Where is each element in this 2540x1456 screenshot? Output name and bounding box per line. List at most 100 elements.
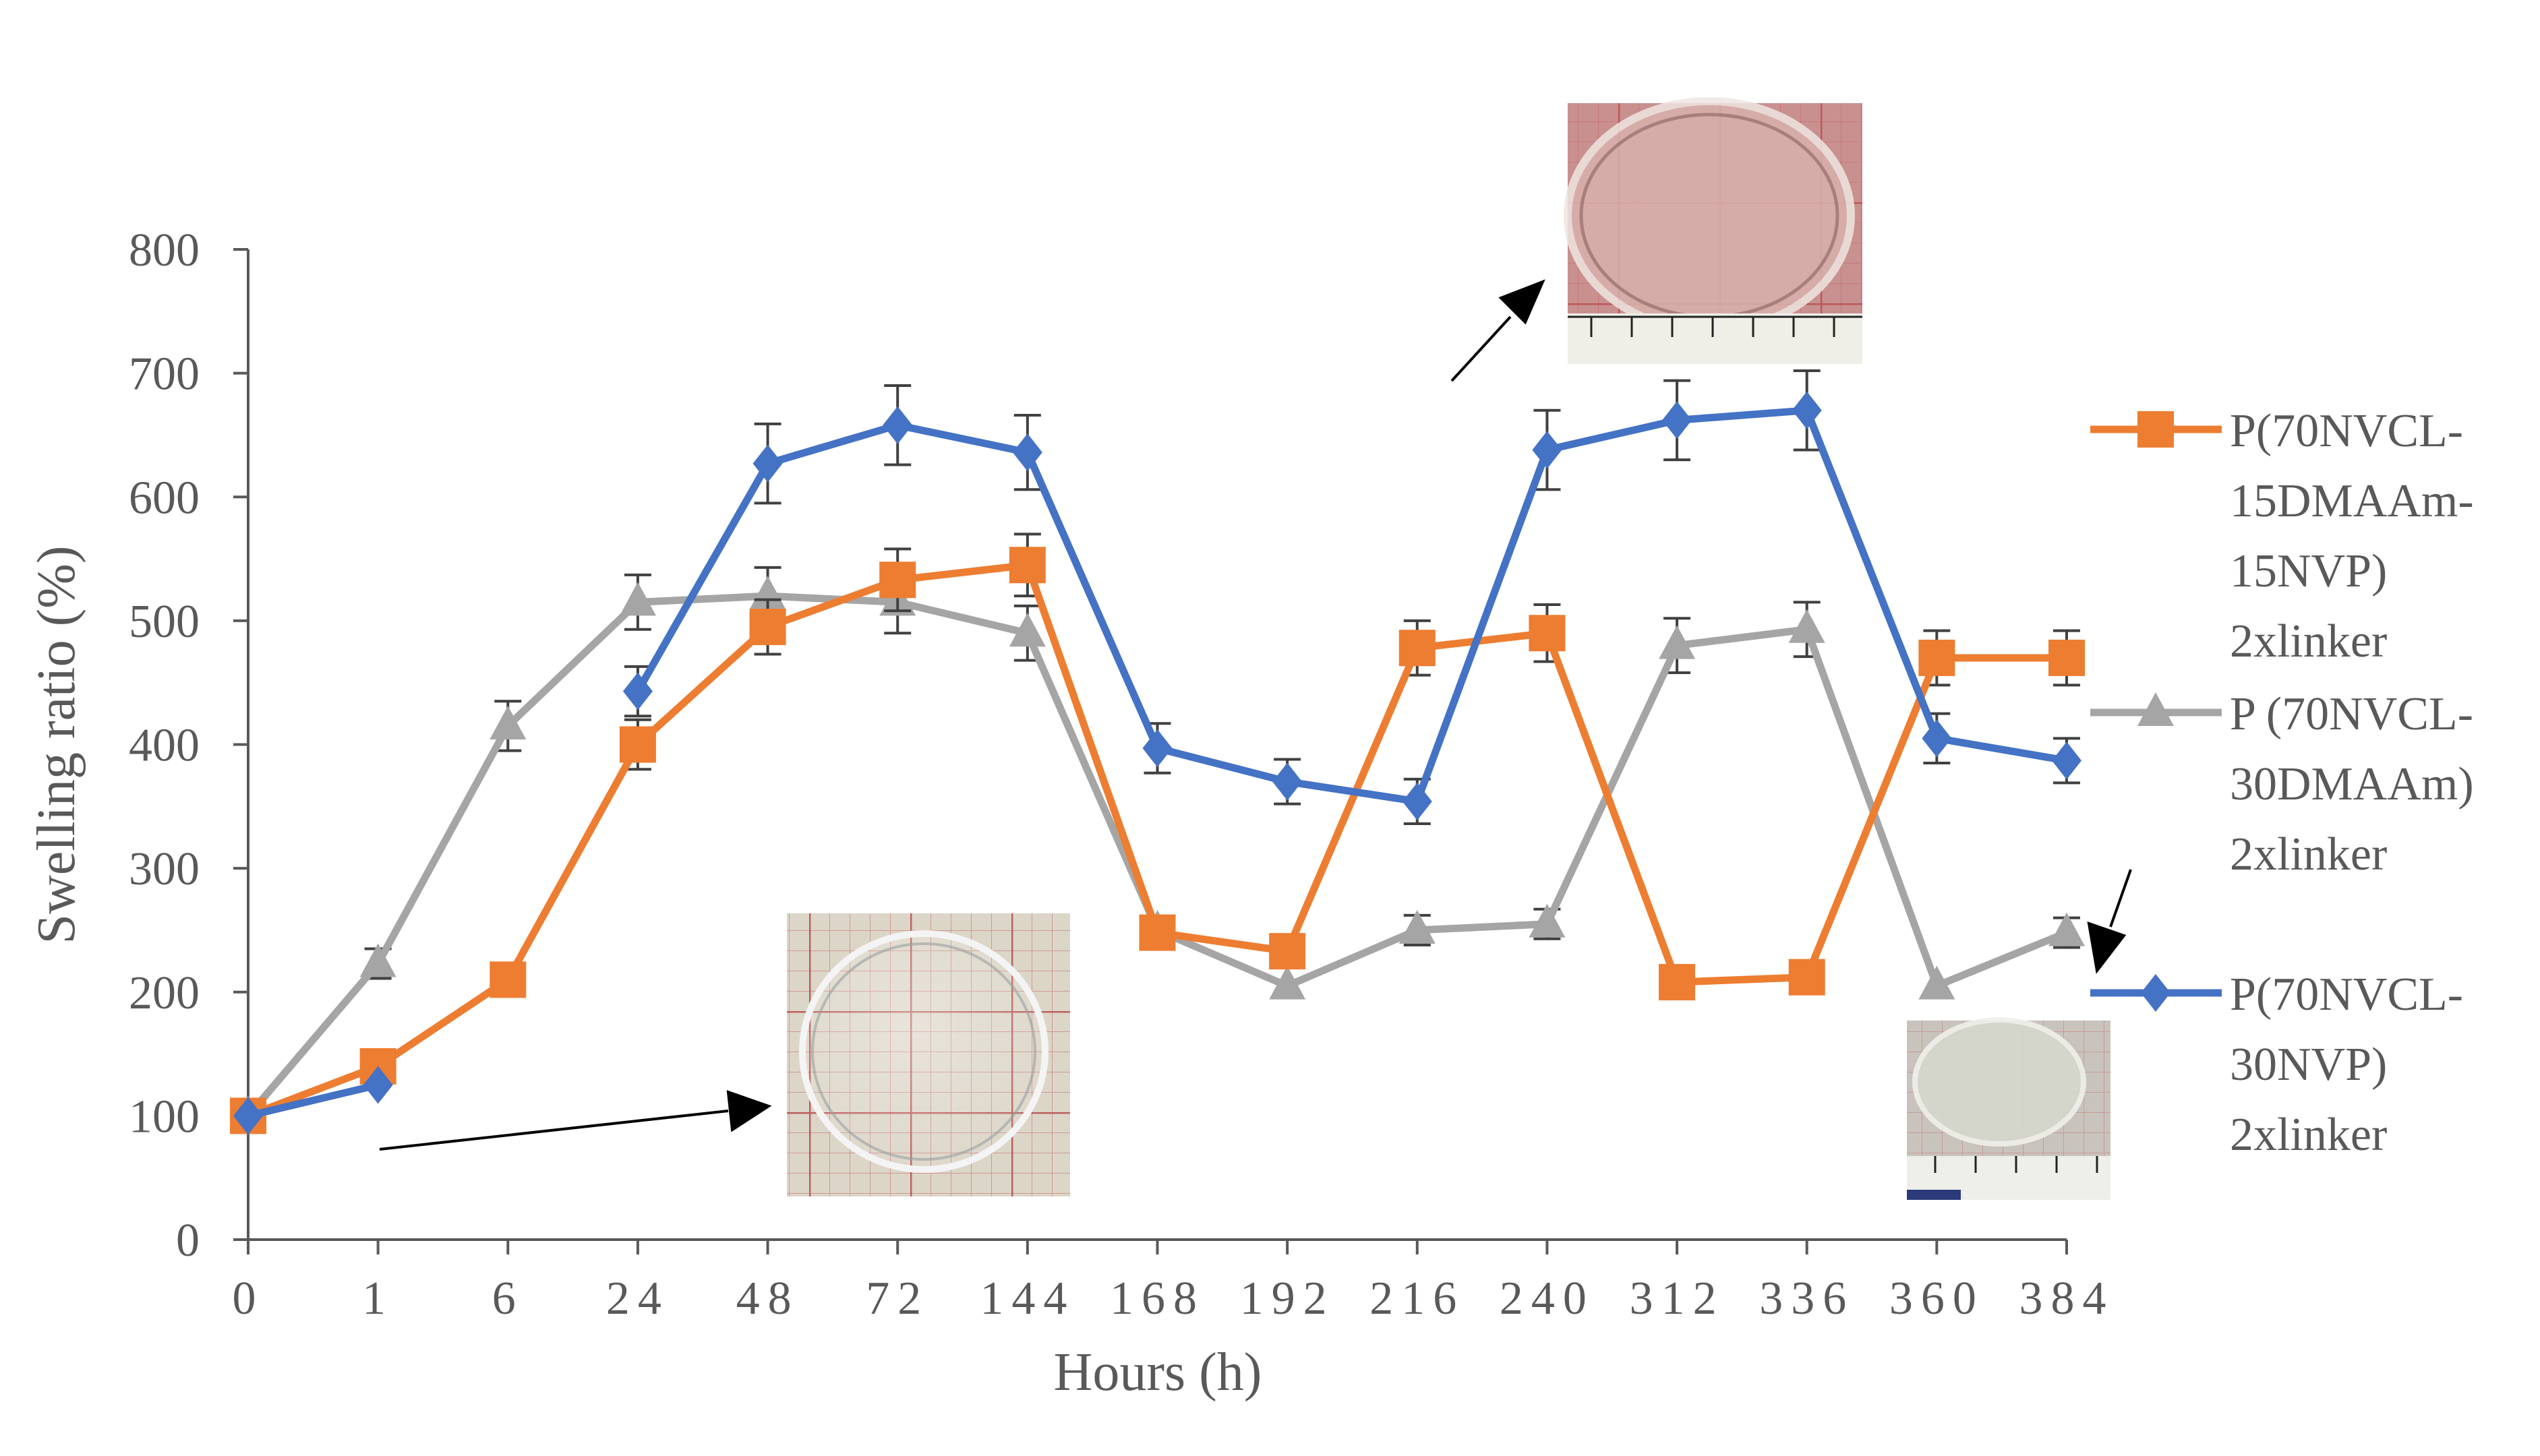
y-axis: 0 100 200 300 400 500 600 700 800 <box>129 224 249 1267</box>
legend-label: 30NVP) <box>2230 1039 2387 1091</box>
legend-label: 30DMAAm) <box>2230 758 2474 810</box>
data-point <box>1272 762 1303 801</box>
x-tick-label: 6 <box>492 1273 524 1325</box>
legend-item: P (70NVCL- 30DMAAm) 2xlinker <box>2090 688 2474 880</box>
data-point <box>2048 639 2085 676</box>
data-point <box>490 961 527 998</box>
data-point <box>752 444 783 483</box>
legend-item: P(70NVCL- 15DMAAm- 15NVP) 2xlinker <box>2090 405 2474 667</box>
hydrogel-photo-collapsed <box>1907 1017 2110 1200</box>
data-point <box>233 1097 263 1135</box>
data-point <box>1659 964 1696 1001</box>
data-point <box>749 609 786 646</box>
x-tick-label: 312 <box>1630 1273 1725 1325</box>
data-point <box>1918 639 1955 676</box>
legend-label: P(70NVCL- <box>2230 405 2463 457</box>
series-triangle <box>230 566 2085 1130</box>
legend-item: P(70NVCL- 30NVP) 2xlinker <box>2090 969 2463 1161</box>
data-point <box>622 672 653 710</box>
data-point <box>1009 547 1046 584</box>
legend-label: 2xlinker <box>2230 828 2387 880</box>
data-point <box>1269 965 1306 1000</box>
y-tick-label: 200 <box>129 967 200 1019</box>
data-point <box>619 726 656 763</box>
y-tick-label: 800 <box>129 224 200 276</box>
series-line <box>247 1081 379 1120</box>
data-point <box>1269 933 1306 970</box>
series-line <box>634 406 2067 806</box>
arrowhead-initial <box>726 1090 772 1132</box>
data-point <box>1012 433 1042 472</box>
data-point <box>879 562 916 599</box>
data-point <box>619 582 656 616</box>
x-tick-label: 240 <box>1500 1273 1595 1325</box>
y-axis-title: Swelling ratio (%) <box>27 546 86 944</box>
data-point <box>1922 719 1952 758</box>
x-axis-title: Hours (h) <box>1054 1343 1262 1402</box>
data-point <box>2048 912 2085 946</box>
data-point <box>1532 431 1562 469</box>
data-point <box>1788 609 1825 643</box>
data-point <box>1918 965 1955 1000</box>
x-tick-label: 0 <box>233 1273 264 1325</box>
y-tick-label: 100 <box>129 1091 200 1143</box>
data-point <box>1009 613 1046 647</box>
data-point <box>1788 959 1825 996</box>
legend-label: 15DMAAm- <box>2230 475 2474 527</box>
arrowhead-swollen <box>1498 279 1545 325</box>
x-tick-label: 216 <box>1369 1273 1465 1325</box>
arrow-to-collapsed-photo <box>2109 869 2132 928</box>
legend-label: P (70NVCL- <box>2230 688 2473 740</box>
data-point <box>1142 729 1173 768</box>
arrow-to-swollen-photo <box>1450 315 1512 382</box>
x-tick-label: 384 <box>2019 1273 2115 1325</box>
legend-label: 15NVP) <box>2230 545 2387 597</box>
y-tick-label: 600 <box>129 472 200 524</box>
series-line <box>245 592 2069 1118</box>
x-tick-label: 168 <box>1110 1273 1205 1325</box>
data-point <box>1529 903 1566 938</box>
y-tick-label: 0 <box>176 1215 200 1267</box>
data-point <box>1402 782 1432 820</box>
data-point <box>359 943 396 977</box>
data-point <box>1398 909 1436 944</box>
y-tick-label: 400 <box>129 720 200 772</box>
series-line <box>247 561 2067 1120</box>
data-point <box>1139 914 1176 951</box>
y-tick-label: 500 <box>129 596 200 648</box>
x-axis: 0 1 6 24 48 72 144 168 192 216 240 312 336 360 384 <box>233 1238 2115 1325</box>
legend-swatch-marker <box>2137 692 2174 726</box>
legend-label: 2xlinker <box>2230 615 2387 667</box>
hydrogel-photo-swollen <box>1564 97 1862 364</box>
x-tick-label: 24 <box>606 1273 670 1325</box>
y-tick-label: 700 <box>129 348 200 400</box>
data-point <box>883 406 913 444</box>
legend-label: 2xlinker <box>2230 1109 2387 1161</box>
y-tick-label: 300 <box>129 843 200 895</box>
data-point <box>1659 625 1696 659</box>
annotation-arrows <box>379 279 2132 1151</box>
data-point <box>1662 401 1692 439</box>
x-tick-label: 360 <box>1889 1273 1984 1325</box>
data-point <box>490 705 527 739</box>
data-point <box>1792 391 1822 429</box>
x-tick-label: 48 <box>736 1273 800 1325</box>
x-tick-label: 72 <box>866 1273 929 1325</box>
legend-swatch-marker <box>2141 974 2170 1012</box>
data-point <box>1398 630 1436 667</box>
series-diamond <box>233 369 2081 1135</box>
x-tick-label: 336 <box>1759 1273 1854 1325</box>
x-tick-label: 1 <box>362 1273 394 1325</box>
data-point <box>2052 741 2081 780</box>
data-point <box>1529 615 1566 652</box>
arrowhead-collapsed <box>2087 921 2127 974</box>
x-tick-label: 144 <box>980 1273 1075 1325</box>
data-point <box>363 1066 393 1104</box>
arrow-to-initial-photo <box>379 1110 729 1151</box>
legend-swatch-marker <box>2137 411 2174 448</box>
series-layer <box>230 369 2085 1135</box>
x-tick-label: 192 <box>1240 1273 1335 1325</box>
hydrogel-photo-initial <box>787 913 1070 1196</box>
